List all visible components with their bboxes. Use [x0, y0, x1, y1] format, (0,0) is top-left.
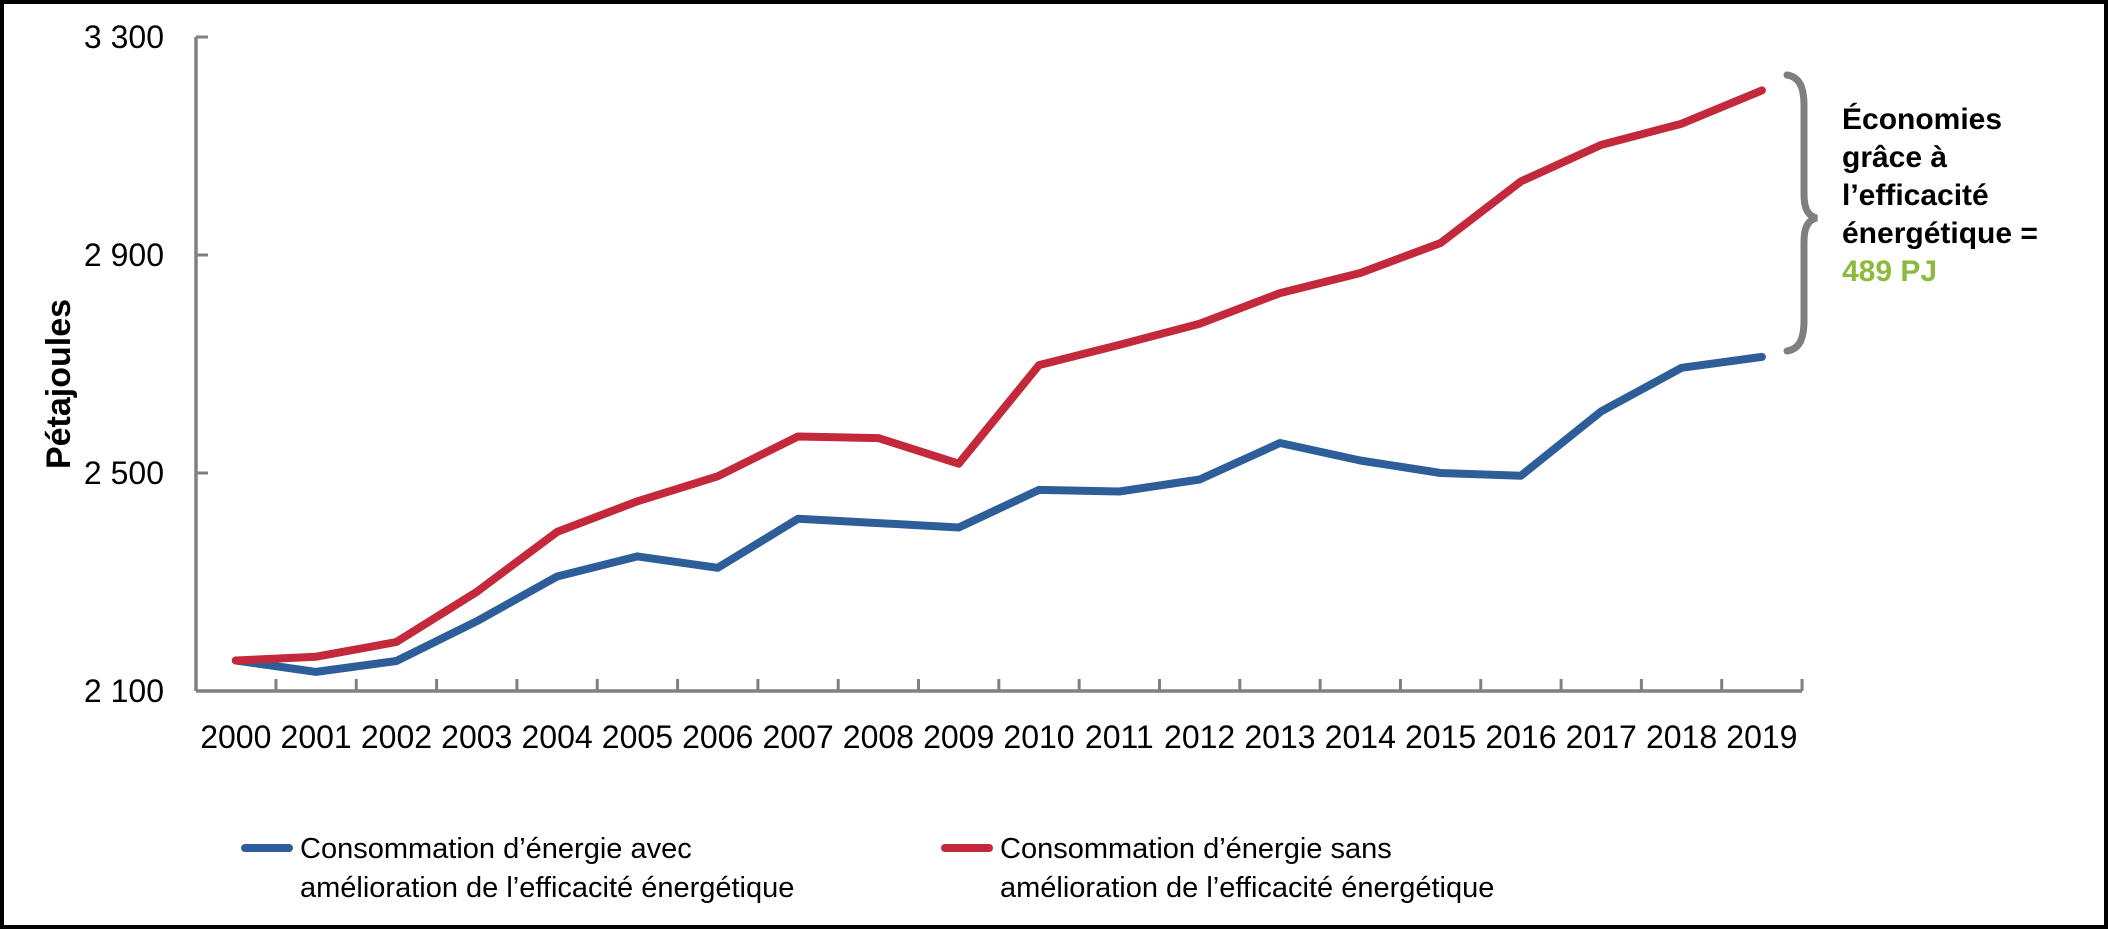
legend-label-sans: Consommation d’énergie sans amélioration…	[1000, 830, 1494, 908]
annotation-line: Économies	[1842, 103, 2003, 136]
blue-line-swatch	[241, 844, 293, 852]
x-axis-labels: 2000 2001 2002 2003 2004 2005 2006 2007 2008 2009…	[200, 719, 1797, 755]
series-line-sans	[231, 86, 1766, 665]
legend-label-line: Consommation d’énergie avec	[300, 833, 692, 865]
y-tick-label: 2 900	[84, 237, 164, 273]
legend-label-line: amélioration de l’efficacité énergétique	[1000, 872, 1495, 904]
x-tick-label: 2011	[1085, 719, 1154, 755]
x-tick-label: 2008	[843, 719, 914, 755]
legend-label-avec: Consommation d’énergie avec amélioration…	[300, 830, 794, 908]
y-tick-label: 2 500	[84, 455, 164, 491]
x-tick-label: 2016	[1485, 719, 1556, 755]
legend-label-line: amélioration de l’efficacité énergétique	[300, 872, 795, 904]
savings-brace	[1783, 71, 1819, 355]
x-tick-label: 2013	[1244, 719, 1315, 755]
x-tick-label: 2007	[762, 719, 833, 755]
x-tick-label: 2017	[1566, 719, 1637, 755]
annotation-line: énergétique =	[1842, 217, 2038, 250]
series-lines	[231, 86, 1766, 676]
x-tick-label: 2004	[521, 719, 592, 755]
x-tick-label: 2009	[923, 719, 994, 755]
savings-annotation: Économies grâce à l’efficacité énergétiq…	[1842, 101, 2104, 291]
x-tick-label: 2014	[1325, 719, 1396, 755]
y-tick-label: 2 100	[84, 673, 164, 709]
legend-label-line: Consommation d’énergie sans	[1000, 833, 1392, 865]
x-tick-label: 2006	[682, 719, 753, 755]
annotation-line: grâce à	[1842, 141, 1948, 174]
annotation-line: l’efficacité	[1842, 179, 1989, 212]
x-tick-label: 2018	[1646, 719, 1717, 755]
x-tick-label: 2000	[200, 719, 271, 755]
axes	[194, 35, 1804, 693]
x-tick-label: 2019	[1726, 719, 1797, 755]
line-chart-canvas: 2000 2001 2002 2003 2004 2005 2006 2007 2008 2009…	[40, 19, 1819, 755]
chart-legend: Consommation d’énergie avec amélioration…	[4, 830, 2104, 920]
x-tick-label: 2001	[281, 719, 352, 755]
red-line-swatch	[941, 844, 993, 852]
x-tick-label: 2003	[441, 719, 512, 755]
y-tick-label: 3 300	[84, 19, 164, 55]
x-tick-label: 2012	[1164, 719, 1235, 755]
series-line-avec	[231, 352, 1766, 676]
x-tick-label: 2015	[1405, 719, 1476, 755]
x-tick-label: 2002	[361, 719, 432, 755]
x-tick-label: 2010	[1003, 719, 1074, 755]
y-axis-labels: 2 100 2 500 2 900 3 300	[84, 19, 164, 709]
x-tick-label: 2005	[602, 719, 673, 755]
y-axis-title: Pétajoules	[40, 299, 78, 469]
savings-value: 489 PJ	[1842, 255, 1938, 288]
